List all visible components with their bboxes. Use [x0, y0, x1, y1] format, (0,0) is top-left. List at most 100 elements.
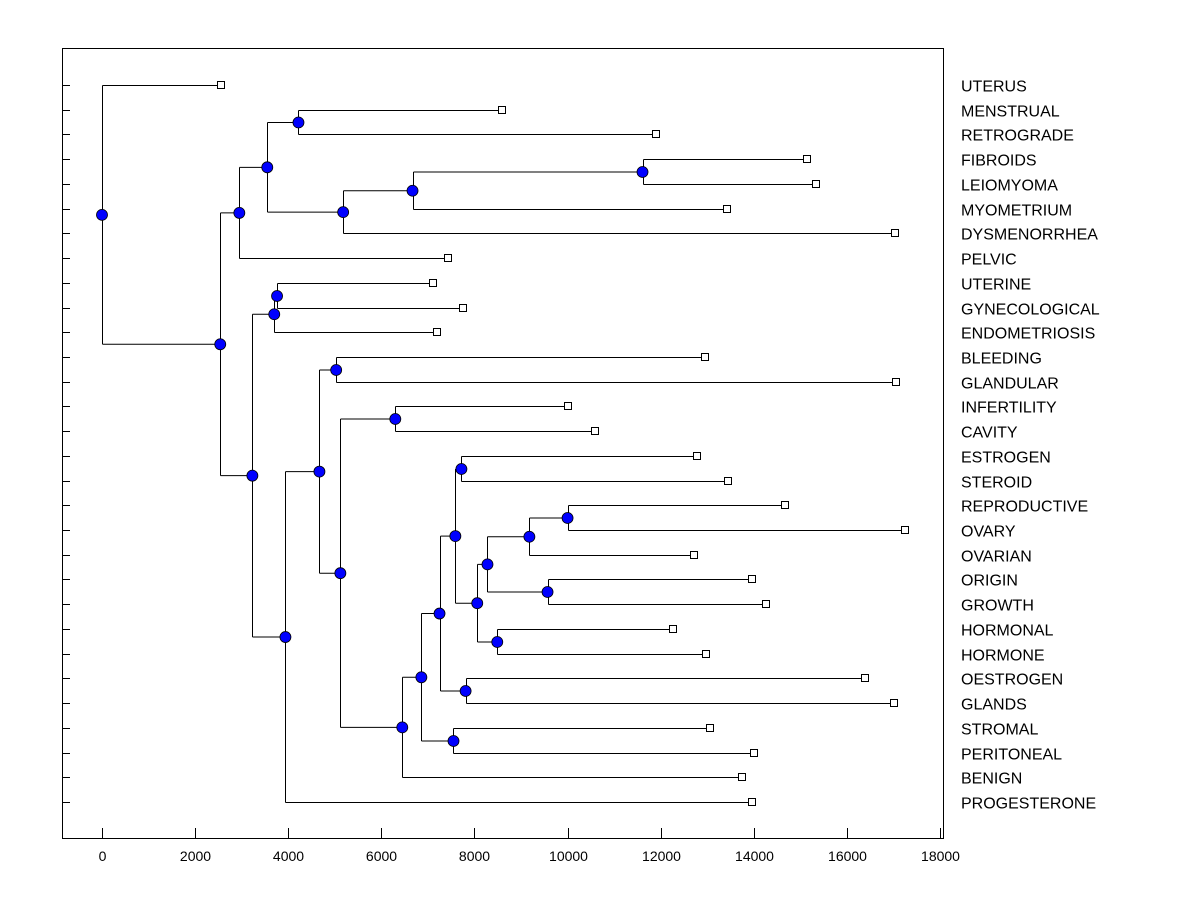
leaf-label: BLEEDING [961, 351, 1042, 368]
leaf-marker [591, 427, 599, 435]
node-marker [455, 463, 468, 475]
node-marker [447, 735, 460, 747]
node-marker [636, 166, 649, 178]
leaf-marker [498, 106, 506, 114]
leaf-label: INFERTILITY [961, 400, 1057, 417]
node-marker [541, 586, 554, 598]
leaf-label: RETROGRADE [961, 128, 1074, 145]
leaf-label: GYNECOLOGICAL [961, 302, 1100, 319]
leaf-marker [891, 229, 899, 237]
leaf-marker [803, 155, 811, 163]
leaf-marker [748, 575, 756, 583]
node-marker [271, 290, 283, 302]
leaf-label: CAVITY [961, 425, 1018, 442]
node-marker [337, 206, 350, 219]
leaf-marker [669, 625, 677, 633]
node-marker [481, 558, 494, 571]
node-marker [246, 469, 259, 482]
leaf-label: GLANDULAR [961, 376, 1059, 393]
node-marker [406, 184, 419, 197]
x-tick-label: 14000 [735, 848, 774, 864]
leaf-label: ORIGIN [961, 573, 1018, 590]
leaf-label: UTERINE [961, 277, 1031, 294]
leaf-marker [702, 650, 710, 658]
node-marker [330, 364, 343, 376]
leaf-label: PELVIC [961, 252, 1017, 269]
node-marker [233, 207, 246, 219]
x-tick-label: 8000 [459, 848, 490, 864]
node-marker [292, 116, 305, 129]
leaf-marker [217, 81, 225, 89]
leaf-marker [433, 328, 441, 336]
leaf-marker [812, 180, 820, 188]
leaf-label: ESTROGEN [961, 450, 1051, 467]
leaf-label: FIBROIDS [961, 153, 1037, 170]
x-tick-label: 10000 [549, 848, 588, 864]
leaf-label: OVARIAN [961, 549, 1032, 566]
leaf-label: PERITONEAL [961, 747, 1062, 764]
leaf-label: STROMAL [961, 722, 1038, 739]
x-tick-label: 12000 [642, 848, 681, 864]
leaf-marker [723, 205, 731, 213]
dendrogram-links [102, 85, 906, 803]
leaf-marker [901, 526, 909, 534]
node-marker [415, 671, 428, 684]
leaf-label: BENIGN [961, 771, 1022, 788]
leaf-marker [459, 304, 467, 312]
leaf-label: GROWTH [961, 598, 1034, 615]
node-marker [459, 685, 472, 697]
leaf-label: LEIOMYOMA [961, 178, 1058, 195]
leaf-marker [724, 477, 732, 485]
leaf-marker [706, 724, 714, 732]
node-marker [268, 308, 281, 321]
leaf-marker [564, 402, 572, 410]
node-marker [523, 530, 536, 543]
dendrogram-markers [96, 81, 909, 806]
node-marker [214, 338, 227, 351]
node-marker [471, 597, 484, 610]
leaf-marker [762, 600, 770, 608]
leaf-marker [890, 699, 898, 707]
leaf-marker [444, 254, 452, 262]
leaf-marker [429, 279, 437, 287]
leaf-marker [781, 501, 789, 509]
leaf-label: UTERUS [961, 79, 1027, 96]
x-tick-label: 16000 [828, 848, 867, 864]
leaf-label: OESTROGEN [961, 672, 1063, 689]
y-axis-ticks [62, 85, 70, 803]
node-marker [279, 631, 292, 643]
leaf-label: REPRODUCTIVE [961, 499, 1088, 516]
x-tick-label: 18000 [921, 848, 960, 864]
leaf-marker [693, 452, 701, 460]
plot-frame [62, 48, 944, 839]
leaf-marker [892, 378, 900, 386]
node-marker [313, 465, 326, 478]
node-marker [561, 512, 574, 524]
leaf-marker [738, 773, 746, 781]
node-marker [449, 530, 462, 542]
leaf-marker [701, 353, 709, 361]
leaf-label: MYOMETRIUM [961, 203, 1072, 220]
leaf-label: GLANDS [961, 697, 1027, 714]
node-marker [491, 636, 504, 648]
x-tick-label: 2000 [180, 848, 211, 864]
leaf-label: DYSMENORRHEA [961, 227, 1098, 244]
leaf-label: ENDOMETRIOSIS [961, 326, 1095, 343]
x-tick-label: 6000 [366, 848, 397, 864]
node-marker [389, 413, 402, 425]
leaf-label: STEROID [961, 475, 1032, 492]
leaf-label: MENSTRUAL [961, 104, 1060, 121]
leaf-label: OVARY [961, 524, 1016, 541]
leaf-label: HORMONAL [961, 623, 1054, 640]
leaf-label: HORMONE [961, 648, 1045, 665]
leaf-marker [652, 130, 660, 138]
leaf-labels: UTERUS MENSTRUAL RETROGRADE FIBROIDS LEIOMYO… [961, 79, 1100, 813]
leaf-marker [748, 798, 756, 806]
leaf-marker [690, 551, 698, 559]
x-tick-label: 0 [99, 848, 107, 864]
leaf-marker [861, 674, 869, 682]
node-marker [334, 567, 347, 580]
node-marker [396, 721, 409, 734]
leaf-label: PROGESTERONE [961, 796, 1096, 813]
